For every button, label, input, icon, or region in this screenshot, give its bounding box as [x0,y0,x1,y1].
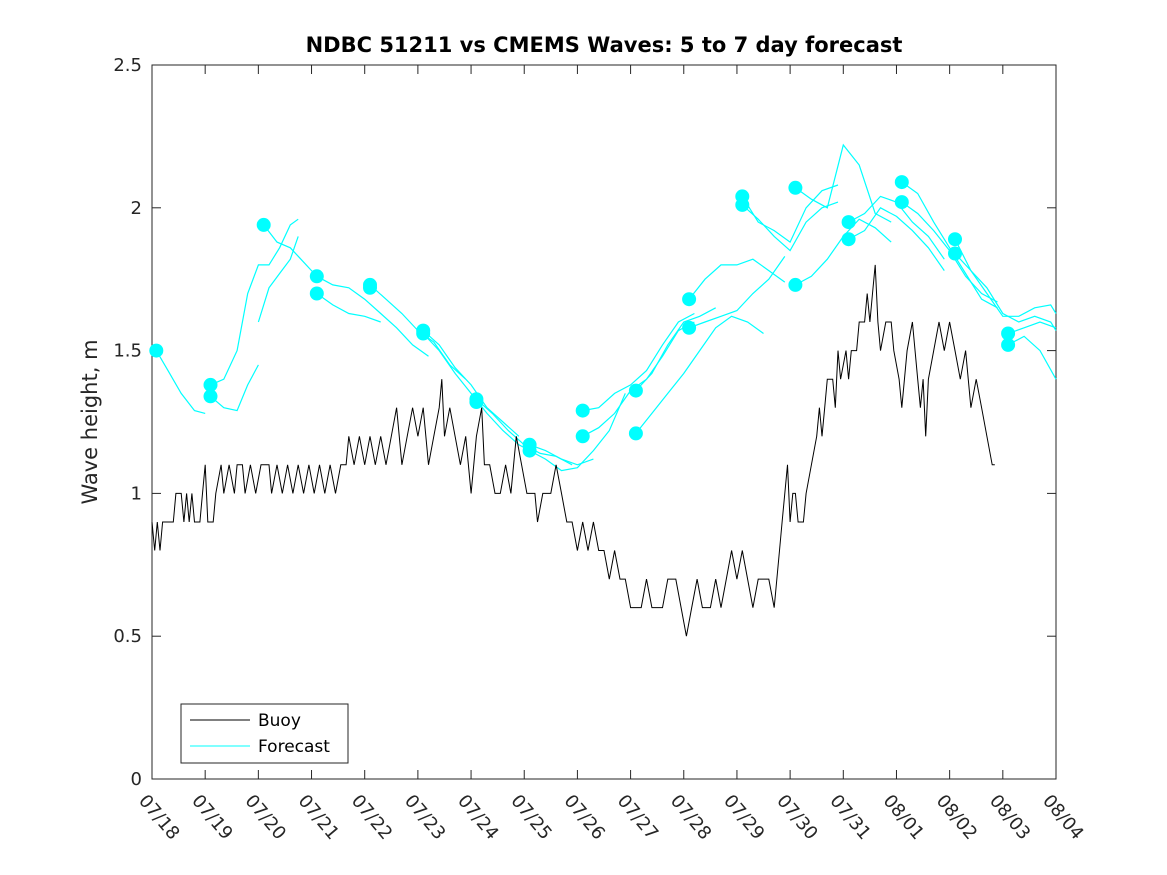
forecast-point [948,232,962,247]
chart-title: NDBC 51211 vs CMEMS Waves: 5 to 7 day fo… [306,33,903,57]
forecast-line [795,143,892,223]
plot-area [151,64,1057,780]
forecast-point [149,343,164,358]
forecast-point [416,326,431,341]
forecast-point [309,286,324,301]
legend-forecast-label: Forecast [258,737,330,757]
forecast-line [316,293,381,323]
forecast-line [848,207,945,271]
y-tick-label: 1 [131,483,142,504]
forecast-line [316,275,429,357]
plot-content [149,143,1057,637]
forecast-point [203,389,218,404]
forecast-point [522,443,537,458]
forecast-point [788,277,803,292]
forecast-point [575,403,590,418]
forecast-line [155,350,206,414]
forecast-line [1007,335,1057,380]
y-tick-label: 0.5 [113,626,142,647]
forecast-point [682,320,697,335]
forecast-line [741,184,839,244]
legend-box [180,703,349,764]
forecast-point [948,246,962,261]
forecast-point [628,426,643,441]
forecast-point [841,232,856,247]
forecast-point [363,280,377,295]
forecast-line [635,307,716,392]
forecast-line [422,330,520,437]
forecast-line [635,315,764,434]
forecast-line [257,236,299,323]
forecast-point [1001,326,1016,341]
forecast-point [1001,337,1016,352]
forecast-point [256,217,271,232]
forecast-line [1007,321,1057,335]
forecast-line [688,256,786,329]
legend: Buoy Forecast [180,703,349,764]
forecast-point [735,197,750,212]
forecast-point [628,383,643,398]
y-tick-label: 2 [131,198,142,219]
forecast-line [210,364,259,412]
forecast-point [469,395,484,409]
forecast-line [582,312,695,412]
forecast-point [894,175,909,190]
forecast-point [203,377,218,392]
forecast-point [682,292,697,307]
forecast-line [210,218,299,386]
legend-buoy-label: Buoy [258,711,301,731]
y-tick-label: 1.5 [113,341,142,362]
forecast-line [529,444,594,466]
forecast-line [688,258,786,300]
forecast-point [309,269,324,284]
forecast-point [841,215,856,230]
forecast-point [575,429,590,444]
forecast-point [894,195,909,210]
y-axis: 0 0.5 1 1.5 2 2.5 [113,55,1056,790]
forecast-line [529,393,626,472]
forecast-line [901,181,998,309]
forecast-line [741,201,839,252]
forecast-point [788,180,803,195]
y-axis-label: Wave height, m [78,339,102,504]
y-tick-label: 2.5 [113,55,142,76]
forecast-line [954,253,1057,317]
y-tick-label: 0 [131,769,142,790]
buoy-line [151,264,995,637]
